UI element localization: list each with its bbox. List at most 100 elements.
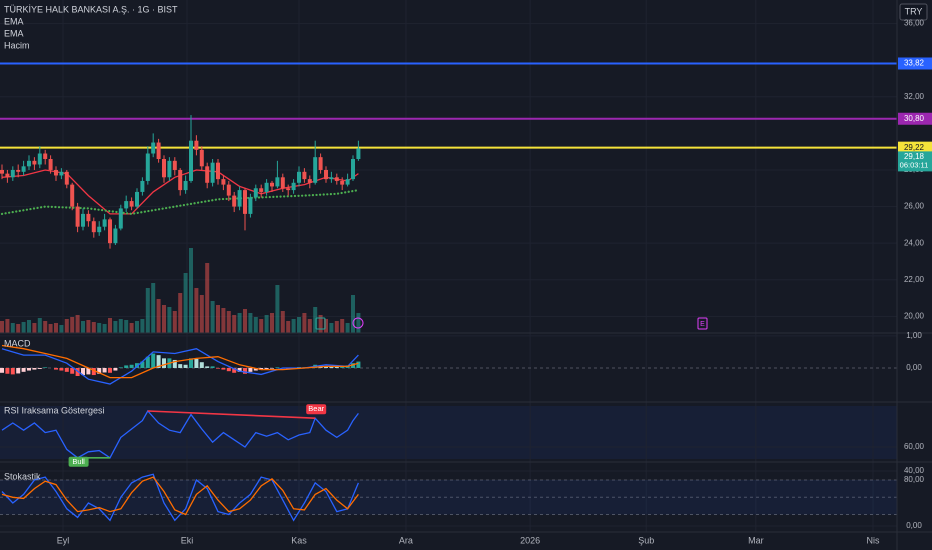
volume-bar: [75, 315, 80, 333]
macd-histogram-bar: [37, 367, 42, 369]
volume-bar: [275, 285, 280, 333]
pane-title: Stokastik: [4, 471, 41, 481]
candle-body: [16, 169, 21, 172]
volume-bar: [297, 317, 301, 333]
candle-body: [324, 169, 329, 180]
pane-title: RSI Iraksama Göstergesi: [4, 405, 105, 415]
candle-body: [102, 219, 107, 227]
candle-body: [329, 177, 334, 180]
candle-body: [113, 228, 118, 244]
volume-bar: [188, 248, 193, 333]
band-fill: [0, 480, 897, 515]
divergence-label: Bull: [72, 457, 85, 466]
candle-body: [129, 201, 134, 207]
candle-body: [151, 142, 156, 154]
x-tick-label: Mar: [748, 535, 764, 545]
volume-bar: [107, 318, 112, 333]
earnings-icon[interactable]: [697, 317, 708, 330]
macd-histogram-bar: [226, 367, 231, 372]
volume-bar: [280, 311, 285, 333]
candle-body: [253, 188, 258, 198]
volume-bar: [302, 313, 307, 333]
volume-bar: [10, 323, 15, 333]
dividend-icon[interactable]: [315, 317, 326, 330]
volume-bar: [183, 273, 188, 333]
indicator-line: [1, 476, 359, 516]
earnings-label[interactable]: E: [700, 321, 705, 328]
macd-histogram-bar: [102, 367, 107, 373]
macd-histogram-bar: [210, 366, 215, 368]
currency[interactable]: TRY: [905, 6, 923, 16]
volume-bar: [248, 313, 253, 333]
candle-body: [313, 157, 318, 183]
volume-bar: [351, 295, 356, 333]
volume-bar: [102, 324, 107, 333]
x-tick-label: Kas: [291, 535, 307, 545]
volume-bar: [210, 301, 215, 333]
macd-histogram-bar: [97, 367, 102, 374]
volume-bar: [318, 315, 323, 333]
candle-body: [340, 180, 345, 185]
macd-histogram-bar: [221, 367, 226, 370]
volume-bar: [53, 323, 58, 333]
macd-histogram-bar: [113, 367, 118, 371]
legend-ema: EMA: [4, 16, 24, 26]
macd-histogram-bar: [188, 358, 193, 368]
volume-bar: [269, 313, 274, 333]
legend-ema: EMA: [4, 28, 24, 38]
macd-histogram-bar: [80, 367, 85, 376]
volume-bar: [113, 321, 118, 333]
candle-body: [64, 171, 69, 185]
macd-histogram-bar: [43, 367, 48, 368]
volume-bar: [161, 305, 166, 333]
candle-body: [232, 195, 237, 207]
candle-body: [275, 177, 280, 187]
candle-body: [199, 149, 204, 167]
volume-bar: [43, 321, 48, 333]
macd-histogram-bar: [334, 367, 339, 368]
pane-title: MACD: [4, 338, 31, 348]
y-tick-label: 1,00: [906, 331, 922, 340]
volume-bar: [145, 288, 150, 333]
candle-body: [356, 148, 361, 159]
last-price-label: 29,18: [904, 152, 925, 161]
macd-histogram-bar: [32, 367, 37, 370]
volume-bar: [48, 324, 53, 333]
volume-bar: [205, 263, 210, 333]
x-tick-label: Eyl: [57, 535, 70, 545]
volume-bar: [64, 319, 69, 333]
candle-body: [167, 160, 172, 178]
volume-bar: [345, 323, 350, 333]
volume-bar: [5, 319, 10, 333]
y-tick-label: 26,00: [904, 202, 925, 211]
price-level-tag: [898, 112, 932, 125]
macd-histogram-bar: [269, 367, 274, 369]
x-tick-label: Ara: [399, 535, 413, 545]
volume-bar: [32, 323, 37, 333]
y-tick-label: 0,00: [906, 521, 922, 530]
candle-body: [91, 221, 96, 233]
candle-body: [5, 173, 10, 178]
candle-body: [286, 188, 291, 191]
candle-body: [183, 180, 188, 191]
macd-histogram-bar: [199, 362, 204, 368]
y-tick-label: 60,00: [904, 442, 925, 451]
volume-bar: [286, 321, 291, 333]
currency-box[interactable]: [899, 3, 928, 21]
volume-bar: [129, 323, 134, 333]
price-level-tag: [898, 57, 932, 70]
candle-body: [334, 177, 339, 181]
split-icon[interactable]: [352, 317, 364, 329]
candle-body: [302, 171, 307, 180]
macd-histogram-bar: [21, 367, 26, 372]
candle-body: [53, 169, 58, 176]
candle-body: [97, 226, 102, 233]
macd-histogram-bar: [64, 367, 69, 372]
macd-histogram-bar: [10, 367, 15, 375]
macd-histogram-bar: [156, 355, 161, 368]
macd-histogram-bar: [248, 367, 253, 372]
candle-body: [351, 158, 356, 180]
candle-body: [10, 169, 15, 178]
macd-histogram-bar: [232, 367, 237, 373]
